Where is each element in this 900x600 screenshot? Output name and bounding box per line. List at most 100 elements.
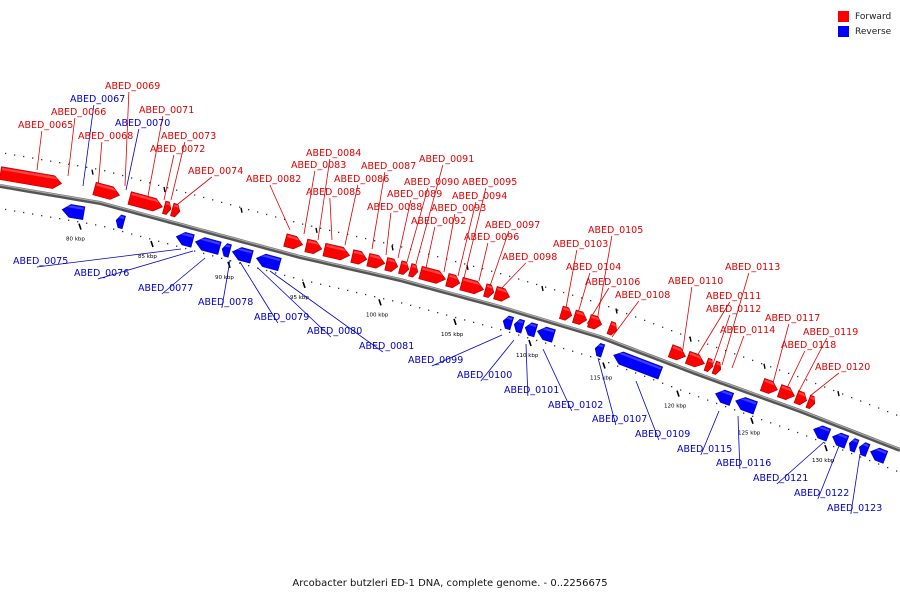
forward-gene-label[interactable]: ABED_0093 — [431, 203, 486, 214]
forward-gene-label[interactable]: ABED_0095 — [462, 177, 517, 188]
reverse-gene-label[interactable]: ABED_0101 — [504, 385, 559, 396]
reverse-gene-arrow[interactable] — [231, 245, 254, 264]
forward-gene-arrow[interactable] — [459, 276, 486, 296]
forward-gene-label[interactable]: ABED_0104 — [566, 262, 621, 273]
forward-gene-label[interactable]: ABED_0069 — [105, 81, 160, 92]
forward-gene-label[interactable]: ABED_0084 — [306, 148, 361, 159]
forward-gene-label[interactable]: ABED_0110 — [668, 276, 723, 287]
forward-gene-label[interactable]: ABED_0066 — [51, 107, 106, 118]
reverse-gene-label[interactable]: ABED_0080 — [307, 326, 362, 337]
forward-gene-label[interactable]: ABED_0098 — [502, 252, 557, 263]
forward-gene-arrow[interactable] — [398, 260, 410, 276]
reverse-gene-arrow[interactable] — [255, 252, 282, 272]
forward-gene-label[interactable]: ABED_0097 — [485, 220, 540, 231]
forward-gene-arrow[interactable] — [170, 202, 181, 218]
forward-gene-label[interactable]: ABED_0085 — [306, 187, 361, 198]
forward-gene-arrow[interactable] — [493, 286, 511, 303]
reverse-gene-arrow[interactable] — [811, 423, 832, 442]
forward-gene-label[interactable]: ABED_0118 — [781, 340, 836, 351]
reverse-gene-arrow[interactable] — [114, 214, 126, 230]
forward-gene-label[interactable]: ABED_0091 — [419, 154, 474, 165]
reverse-gene-label[interactable]: ABED_0115 — [677, 444, 732, 455]
forward-gene-label[interactable]: ABED_0092 — [411, 216, 466, 227]
reverse-gene-arrow[interactable] — [512, 318, 526, 334]
forward-gene-label[interactable]: ABED_0105 — [588, 225, 643, 236]
reverse-gene-arrow[interactable] — [593, 342, 606, 358]
forward-gene-arrow[interactable] — [703, 357, 715, 373]
reverse-gene-arrow[interactable] — [175, 230, 195, 248]
reverse-gene-arrow[interactable] — [847, 437, 860, 453]
forward-gene-label[interactable]: ABED_0074 — [188, 166, 243, 177]
forward-gene-label[interactable]: ABED_0089 — [387, 189, 442, 200]
forward-gene-label[interactable]: ABED_0083 — [291, 160, 346, 171]
reverse-gene-label[interactable]: ABED_0102 — [548, 400, 603, 411]
reverse-gene-label[interactable]: ABED_0109 — [635, 429, 690, 440]
forward-gene-label[interactable]: ABED_0117 — [765, 313, 820, 324]
forward-gene-label[interactable]: ABED_0113 — [725, 262, 780, 273]
forward-gene-label[interactable]: ABED_0111 — [706, 291, 761, 302]
reverse-gene-arrow[interactable] — [611, 349, 664, 380]
forward-gene-arrow[interactable] — [350, 249, 369, 266]
forward-gene-arrow[interactable] — [92, 181, 121, 201]
forward-gene-label[interactable]: ABED_0082 — [246, 174, 301, 185]
forward-gene-arrow[interactable] — [606, 321, 619, 336]
forward-gene-arrow[interactable] — [304, 238, 324, 255]
reverse-gene-label[interactable]: ABED_0077 — [138, 283, 193, 294]
forward-gene-arrow[interactable] — [418, 265, 447, 285]
reverse-gene-label[interactable]: ABED_0121 — [753, 473, 808, 484]
reverse-gene-label[interactable]: ABED_0078 — [198, 297, 253, 308]
reverse-gene-label[interactable]: ABED_0075 — [13, 256, 68, 267]
reverse-gene-label[interactable]: ABED_0116 — [716, 458, 771, 469]
forward-gene-label[interactable]: ABED_0120 — [815, 362, 870, 373]
reverse-gene-arrow[interactable] — [857, 441, 871, 457]
reverse-gene-arrow[interactable] — [194, 235, 222, 255]
reverse-gene-arrow[interactable] — [501, 315, 515, 331]
forward-gene-arrow[interactable] — [483, 283, 495, 299]
reverse-gene-label[interactable]: ABED_0070 — [115, 118, 170, 129]
reverse-gene-arrow[interactable] — [535, 325, 556, 343]
reverse-gene-arrow[interactable] — [868, 445, 889, 464]
forward-gene-arrow[interactable] — [0, 166, 63, 190]
forward-gene-label[interactable]: ABED_0065 — [18, 120, 73, 131]
forward-gene-label[interactable]: ABED_0094 — [452, 191, 507, 202]
forward-gene-label[interactable]: ABED_0088 — [367, 202, 422, 213]
forward-gene-label[interactable]: ABED_0096 — [464, 232, 519, 243]
reverse-gene-arrow[interactable] — [713, 388, 735, 406]
forward-gene-arrow[interactable] — [445, 273, 462, 289]
forward-gene-arrow[interactable] — [127, 191, 164, 213]
forward-gene-arrow[interactable] — [776, 384, 796, 402]
forward-gene-arrow[interactable] — [793, 390, 809, 407]
forward-gene-arrow[interactable] — [162, 200, 172, 215]
forward-gene-arrow[interactable] — [759, 377, 779, 396]
forward-gene-label[interactable]: ABED_0103 — [553, 239, 608, 250]
reverse-gene-arrow[interactable] — [61, 203, 86, 220]
forward-gene-arrow[interactable] — [322, 242, 351, 261]
reverse-gene-arrow[interactable] — [733, 395, 758, 415]
reverse-gene-label[interactable]: ABED_0107 — [592, 414, 647, 425]
forward-gene-label[interactable]: ABED_0068 — [78, 131, 133, 142]
forward-gene-label[interactable]: ABED_0090 — [404, 177, 459, 188]
reverse-gene-label[interactable]: ABED_0123 — [827, 503, 882, 514]
forward-gene-label[interactable]: ABED_0106 — [585, 277, 640, 288]
forward-gene-label[interactable]: ABED_0114 — [720, 325, 775, 336]
forward-gene-arrow[interactable] — [384, 257, 400, 273]
forward-gene-label[interactable]: ABED_0119 — [803, 327, 858, 338]
reverse-gene-arrow[interactable] — [830, 431, 850, 449]
forward-gene-arrow[interactable] — [684, 350, 706, 370]
reverse-gene-label[interactable]: ABED_0076 — [74, 268, 129, 279]
reverse-gene-label[interactable]: ABED_0081 — [359, 341, 414, 352]
forward-gene-arrow[interactable] — [667, 344, 688, 363]
forward-gene-arrow[interactable] — [572, 309, 588, 326]
reverse-gene-label[interactable]: ABED_0079 — [254, 312, 309, 323]
reverse-gene-arrow[interactable] — [220, 243, 232, 258]
forward-gene-arrow[interactable] — [711, 360, 723, 376]
reverse-gene-arrow[interactable] — [523, 321, 539, 338]
forward-gene-arrow[interactable] — [558, 305, 573, 322]
forward-gene-label[interactable]: ABED_0112 — [706, 304, 761, 315]
forward-gene-label[interactable]: ABED_0086 — [334, 174, 389, 185]
reverse-gene-label[interactable]: ABED_0099 — [408, 355, 463, 366]
forward-gene-label[interactable]: ABED_0087 — [361, 161, 416, 172]
forward-gene-arrow[interactable] — [408, 263, 419, 278]
reverse-gene-label[interactable]: ABED_0100 — [457, 370, 512, 381]
reverse-gene-label[interactable]: ABED_0067 — [70, 94, 125, 105]
